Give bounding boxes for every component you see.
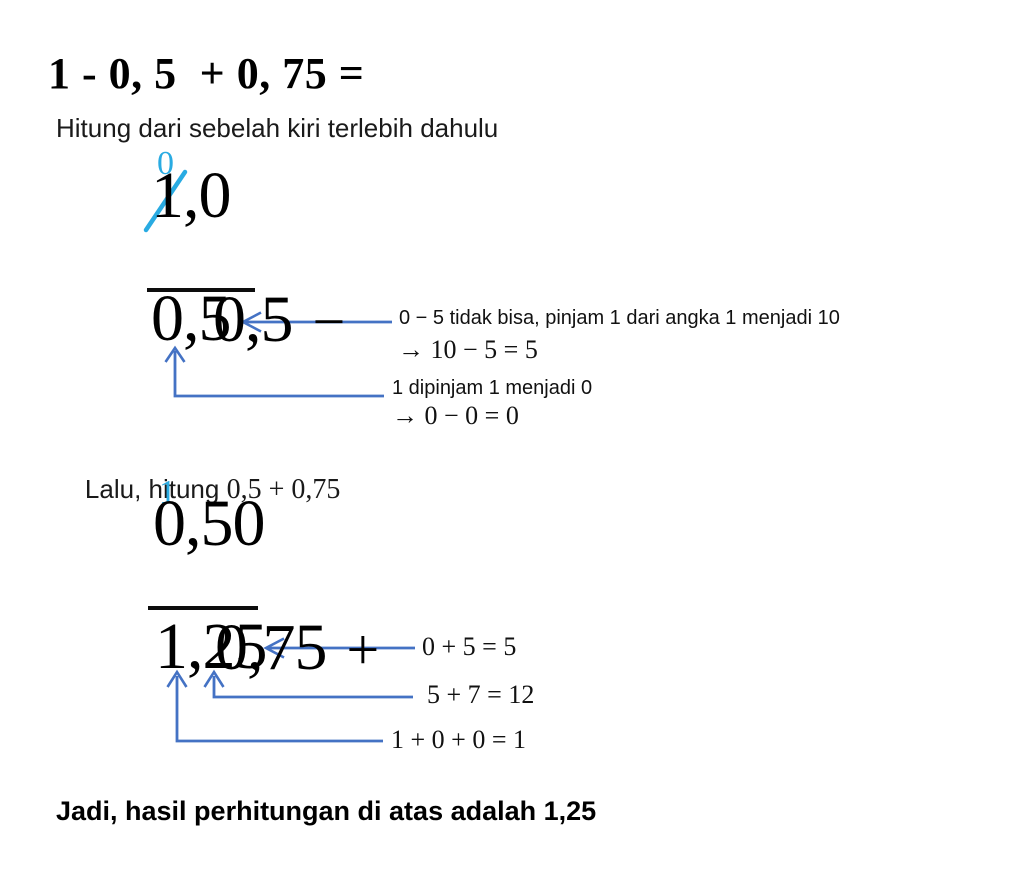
conclusion-statement: Jadi, hasil perhitungan di atas adalah 1… — [56, 796, 597, 826]
calc2-carry-digit: 1 — [159, 474, 176, 511]
calc1-subtrahend: 0,5 — [213, 283, 293, 356]
problem-expression: 1 - 0, 5 + 0, 75 = — [48, 49, 365, 98]
calc1-borrow-digit: 0 — [157, 145, 174, 182]
calc2-addend1: 0,50 — [153, 487, 265, 560]
calc2-ones-note-equation: 1 + 0 + 0 = 1 — [391, 725, 526, 754]
calc1-units-note-text: 0 − 5 tidak bisa, pinjam 1 dari angka 1 … — [399, 307, 840, 329]
calc1-ones-note-text: 1 dipinjam 1 menjadi 0 — [392, 377, 593, 399]
calc1-result: 0,5 — [151, 282, 231, 355]
calc1-subtrahend-row: 0,5− — [151, 221, 345, 419]
calc2-addend2: 0,75 — [215, 611, 327, 684]
calc1-units-note-equation: → 10 − 5 = 5 — [398, 335, 538, 364]
calc2-addend2-row: 0,75 + — [153, 549, 379, 747]
calc2-hundredths-note-equation: 0 + 5 = 5 — [422, 632, 517, 661]
calc2-plus-operator: + — [346, 617, 380, 682]
calc1-minus-operator: − — [312, 289, 346, 354]
step1-instruction: Hitung dari sebelah kiri terlebih dahulu — [56, 113, 499, 143]
step2-instruction: Lalu, hitung 0,5 + 0,75 — [56, 442, 340, 538]
calc2-tenths-note-equation: 5 + 7 = 12 — [427, 680, 535, 709]
step2-expression: 0,5 + 0,75 — [226, 474, 341, 506]
calc1-vinculum-line — [147, 288, 255, 292]
step2-instruction-label: Lalu, hitung — [84, 474, 227, 505]
calc1-minuend: 1,0 — [151, 159, 231, 232]
calc2-result: 1,25 — [155, 610, 267, 683]
calc1-ones-note-equation: → 0 − 0 = 0 — [392, 401, 519, 430]
calc2-vinculum-line — [148, 606, 258, 610]
